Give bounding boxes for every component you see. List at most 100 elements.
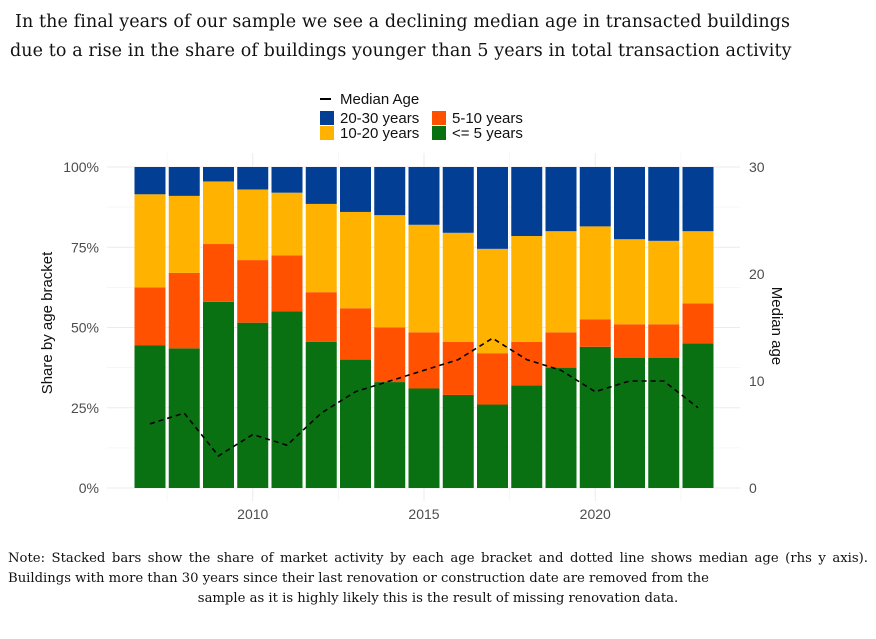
bar-2017-5-years <box>477 404 508 488</box>
note-line-1: Note: Stacked bars show the share of mar… <box>8 551 812 566</box>
x-tick-label: 2015 <box>408 506 439 522</box>
bar-2023-20-30-years <box>682 167 714 232</box>
bar-2019-20-30-years <box>545 167 577 232</box>
bar-2012-20-30-years <box>305 167 337 204</box>
bar-2020-5-10-years <box>579 319 611 347</box>
bar-2017-5-10-years <box>477 353 508 405</box>
legend-key-10-20-years <box>320 126 334 140</box>
y-tick-label: 25% <box>71 400 99 416</box>
bar-2022-10-20-years <box>648 240 680 325</box>
bar-2019-10-20-years <box>545 231 577 333</box>
legend-key-5-years <box>432 126 446 140</box>
bar-2015-20-30-years <box>408 167 440 225</box>
bars-layer <box>134 167 714 488</box>
bar-2010-5-years <box>237 322 269 488</box>
bar-2016-5-10-years <box>442 341 474 395</box>
y-tick-label: 100% <box>63 159 99 175</box>
bar-2012-5-years <box>305 341 337 488</box>
bar-2023-5-10-years <box>682 303 714 344</box>
y2-tick-label: 30 <box>749 159 765 175</box>
bar-2021-10-20-years <box>614 239 645 325</box>
bar-2016-5-years <box>442 394 474 488</box>
bar-2015-5-years <box>408 388 440 488</box>
bar-2010-20-30-years <box>237 167 269 190</box>
x-tick-label: 2010 <box>237 506 268 522</box>
x-tick-label: 2020 <box>580 506 611 522</box>
bar-2007-5-years <box>134 345 166 488</box>
bar-2014-5-10-years <box>374 327 406 383</box>
bar-2008-5-10-years <box>168 272 200 349</box>
bar-2010-5-10-years <box>237 260 269 323</box>
bar-2010-10-20-years <box>237 189 269 261</box>
legend-label-5-10-years: 5-10 years <box>452 110 523 127</box>
bar-2009-5-10-years <box>203 244 234 302</box>
bar-2018-10-20-years <box>511 236 543 342</box>
bar-2022-20-30-years <box>648 167 680 241</box>
y-tick-label: 50% <box>71 320 99 336</box>
chart-note: Note: Stacked bars show the share of mar… <box>8 549 868 609</box>
median-age-line <box>149 337 699 457</box>
bar-2009-10-20-years <box>203 181 234 245</box>
median-age-line-layer <box>149 337 699 457</box>
bar-2012-10-20-years <box>305 203 337 293</box>
bar-2016-10-20-years <box>442 232 474 342</box>
headline-line-1: In the final years of our sample we see … <box>15 12 791 32</box>
bar-2013-5-years <box>340 359 371 488</box>
bar-2011-5-10-years <box>271 255 303 312</box>
y2-axis-label: Median age <box>768 287 785 365</box>
bar-2018-20-30-years <box>511 167 543 237</box>
legend-label-median-age: Median Age <box>340 91 419 108</box>
bar-2021-5-10-years <box>614 324 645 358</box>
bar-2020-20-30-years <box>579 167 611 227</box>
y-tick-label: 75% <box>71 239 99 255</box>
bar-2011-10-20-years <box>271 192 303 256</box>
bar-2023-5-years <box>682 343 714 488</box>
bar-2013-5-10-years <box>340 308 371 360</box>
bar-2021-5-years <box>614 357 645 488</box>
legend-key-5-10-years <box>432 111 446 125</box>
legend-label-20-30-years: 20-30 years <box>340 110 419 127</box>
bar-2020-10-20-years <box>579 226 611 320</box>
axes-layer: 0% 25% 50% 75% 100% 0 10 20 30 2010 2015 2020 <box>63 159 765 522</box>
bar-2011-20-30-years <box>271 167 303 193</box>
bar-2015-5-10-years <box>408 332 440 389</box>
stacked-bar-chart: 0% 25% 50% 75% 100% 0 10 20 30 2010 2015 2020 Media… <box>39 91 785 522</box>
bar-2019-5-10-years <box>545 332 577 368</box>
bar-2022-5-10-years <box>648 324 680 358</box>
bar-2009-20-30-years <box>203 167 234 182</box>
legend-key-20-30-years <box>320 111 334 125</box>
headline-line-2: due to a rise in the share of buildings … <box>10 41 792 61</box>
bar-2013-20-30-years <box>340 167 371 212</box>
bar-2019-5-years <box>545 367 577 488</box>
y-tick-label: 0% <box>79 480 99 496</box>
note-line-3: sample as it is highly likely this is th… <box>197 591 679 606</box>
bar-2022-5-years <box>648 357 680 488</box>
bar-2015-10-20-years <box>408 224 440 333</box>
bar-2007-10-20-years <box>134 194 166 288</box>
y2-tick-label: 0 <box>749 480 757 496</box>
bar-2017-10-20-years <box>477 248 508 354</box>
y2-tick-label: 20 <box>749 266 765 282</box>
bar-2014-5-years <box>374 382 406 488</box>
bar-2008-5-years <box>168 348 200 488</box>
bar-2014-10-20-years <box>374 215 406 328</box>
bar-2011-5-years <box>271 311 303 488</box>
bar-2013-10-20-years <box>340 211 371 309</box>
legend-label-10-20-years: 10-20 years <box>340 125 419 142</box>
bar-2008-10-20-years <box>168 195 200 273</box>
bar-2018-5-years <box>511 385 543 488</box>
bar-2023-10-20-years <box>682 231 714 304</box>
bar-2021-20-30-years <box>614 167 645 240</box>
chart-headline: In the final years of our sample we see … <box>10 8 866 66</box>
bar-2014-20-30-years <box>374 167 406 216</box>
bar-2017-20-30-years <box>477 167 508 249</box>
bar-2008-20-30-years <box>168 167 200 196</box>
y-axis-label: Share by age bracket <box>39 251 56 394</box>
note-line-2: y axis). Buildings with more than 30 yea… <box>8 551 868 586</box>
bar-2007-20-30-years <box>134 167 166 195</box>
bar-2016-20-30-years <box>442 167 474 233</box>
bar-2007-5-10-years <box>134 287 166 346</box>
bar-2009-5-years <box>203 301 234 488</box>
y2-tick-label: 10 <box>749 373 765 389</box>
bar-2012-5-10-years <box>305 292 337 342</box>
